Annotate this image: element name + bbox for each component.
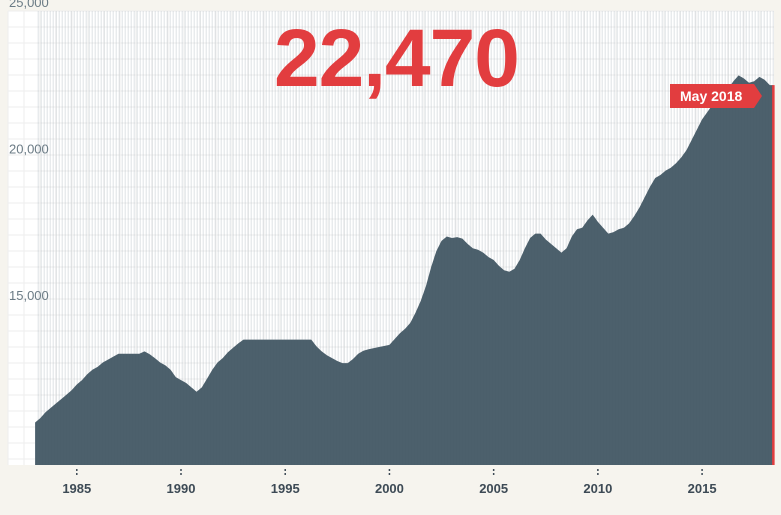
y-tick-label: 20,000 xyxy=(9,141,49,156)
x-tick-label: 1990 xyxy=(167,481,196,496)
x-tick-label: 1985 xyxy=(62,481,91,496)
y-tick-label: 15,000 xyxy=(9,288,49,303)
x-tick-label: 2015 xyxy=(688,481,717,496)
x-tick-label: 2000 xyxy=(375,481,404,496)
y-tick-label: 25,000 xyxy=(9,0,49,10)
x-tick-label: 2005 xyxy=(479,481,508,496)
x-tick-label: 2010 xyxy=(583,481,612,496)
x-tick-label: 1995 xyxy=(271,481,300,496)
headline-value: 22,470 xyxy=(274,13,520,104)
data-area-series xyxy=(35,75,774,466)
date-callout-label: May 2018 xyxy=(670,84,763,108)
